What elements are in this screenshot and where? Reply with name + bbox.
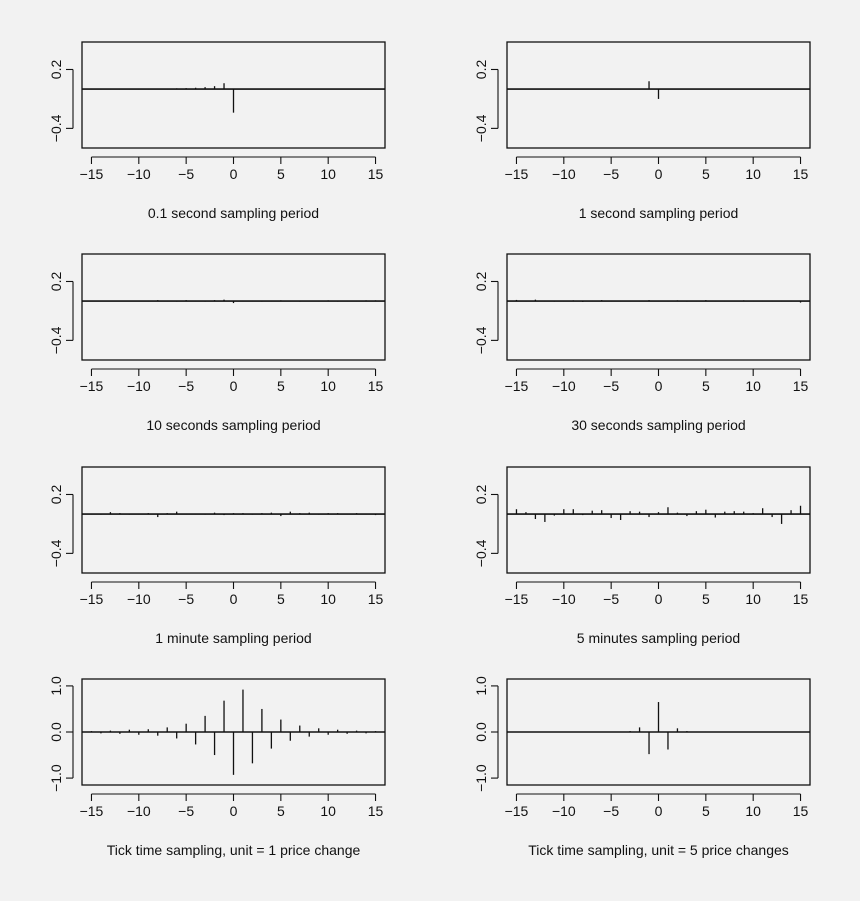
x-tick-label: 10 (745, 803, 761, 819)
x-tick-label: −5 (178, 803, 194, 819)
x-tick-label: −15 (505, 378, 529, 394)
x-tick-label: 10 (745, 591, 761, 607)
x-tick-label: 15 (793, 803, 809, 819)
y-tick-label: 0.2 (473, 272, 489, 292)
panel-3: −15 −10 −5 0 5 10 15 0.2 −0.4 10 seconds sampling… (48, 253, 386, 433)
panel-caption: 1 minute sampling period (155, 630, 311, 646)
x-tick-label: 5 (277, 591, 285, 607)
x-tick-label: 10 (320, 591, 336, 607)
y-tick-label: 0.0 (473, 722, 489, 742)
panel-6: −15 −10 −5 0 5 10 15 0.2 −0.4 5 minutes sampling … (473, 466, 811, 646)
x-tick-label: 5 (702, 803, 710, 819)
x-tick-label: 0 (230, 378, 238, 394)
y-tick-label: −0.4 (48, 326, 64, 354)
x-tick-label: −5 (603, 166, 619, 182)
plot-frame (506, 253, 811, 361)
plot-frame (506, 466, 811, 574)
y-tick-label: −0.4 (473, 114, 489, 142)
y-tick-label: 0.2 (473, 485, 489, 505)
panel-caption: 30 seconds sampling period (571, 417, 745, 433)
x-tick-label: −10 (127, 378, 151, 394)
x-tick-label: −15 (505, 591, 529, 607)
x-tick-label: −10 (552, 803, 576, 819)
x-tick-label: −10 (552, 378, 576, 394)
x-tick-label: −5 (178, 378, 194, 394)
plot-frame (81, 41, 386, 149)
y-tick-label: 0.2 (48, 485, 64, 505)
x-tick-label: −5 (603, 591, 619, 607)
x-tick-label: 5 (277, 803, 285, 819)
y-tick-label: −1.0 (48, 764, 64, 792)
x-tick-label: 15 (368, 166, 384, 182)
x-tick-label: −5 (603, 803, 619, 819)
x-tick-label: 5 (702, 591, 710, 607)
x-tick-label: 5 (702, 166, 710, 182)
x-tick-label: −15 (80, 803, 104, 819)
x-tick-label: −5 (178, 591, 194, 607)
y-tick-label: −1.0 (473, 764, 489, 792)
x-tick-label: −10 (552, 166, 576, 182)
y-tick-label: −0.4 (473, 326, 489, 354)
x-tick-label: −15 (80, 166, 104, 182)
panel-caption: 5 minutes sampling period (577, 630, 740, 646)
y-tick-label: −0.4 (473, 539, 489, 567)
x-tick-label: −10 (127, 803, 151, 819)
panel-4: −15 −10 −5 0 5 10 15 0.2 −0.4 30 seconds sampling… (473, 253, 811, 433)
y-tick-label: 0.2 (48, 60, 64, 80)
panel-8: −15 −10 −5 0 5 10 15 1.0 0.0 −1.0 Tick time sampli… (473, 676, 811, 858)
plot-frame (81, 466, 386, 574)
x-tick-label: 0 (655, 378, 663, 394)
plot-frame (506, 41, 811, 149)
y-tick-label: −0.4 (48, 114, 64, 142)
x-tick-label: −10 (127, 591, 151, 607)
x-tick-label: 15 (368, 378, 384, 394)
x-tick-label: 10 (745, 166, 761, 182)
x-tick-label: 0 (655, 166, 663, 182)
x-tick-label: −5 (603, 378, 619, 394)
panel-7: −15 −10 −5 0 5 10 15 1.0 0.0 −1.0 Tick time sampli… (48, 676, 386, 858)
y-tick-label: 0.2 (48, 272, 64, 292)
y-tick-label: 1.0 (48, 676, 64, 696)
panel-2: −15 −10 −5 0 5 10 15 0.2 −0.4 1 second sampling p… (473, 41, 811, 221)
plot-frame (81, 253, 386, 361)
panel-caption: Tick time sampling, unit = 5 price chang… (528, 842, 789, 858)
panel-5: −15 −10 −5 0 5 10 15 0.2 −0.4 1 minute sampling p… (48, 466, 386, 646)
x-tick-label: 0 (230, 166, 238, 182)
panel-caption: 10 seconds sampling period (146, 417, 320, 433)
x-tick-label: −15 (80, 378, 104, 394)
y-tick-label: 0.2 (473, 60, 489, 80)
panel-caption: 0.1 second sampling period (148, 205, 319, 221)
y-tick-label: 0.0 (48, 722, 64, 742)
x-tick-label: 15 (793, 591, 809, 607)
x-tick-label: 0 (230, 591, 238, 607)
x-tick-label: 0 (230, 803, 238, 819)
x-tick-label: −15 (80, 591, 104, 607)
panel-caption: 1 second sampling period (579, 205, 739, 221)
y-tick-label: −0.4 (48, 539, 64, 567)
y-tick-label: 1.0 (473, 676, 489, 696)
x-tick-label: 15 (368, 591, 384, 607)
x-tick-label: 0 (655, 591, 663, 607)
x-tick-label: 10 (320, 803, 336, 819)
x-tick-label: 0 (655, 803, 663, 819)
panel-1: −15 −10 −5 0 5 10 15 0.2 −0.4 0.1 second sampling… (48, 41, 386, 221)
x-tick-label: 10 (745, 378, 761, 394)
x-tick-label: −10 (127, 166, 151, 182)
x-tick-label: −15 (505, 166, 529, 182)
x-tick-label: 10 (320, 378, 336, 394)
panel-caption: Tick time sampling, unit = 1 price chang… (107, 842, 361, 858)
x-tick-label: 15 (368, 803, 384, 819)
x-tick-label: −10 (552, 591, 576, 607)
x-tick-label: 10 (320, 166, 336, 182)
x-tick-label: −5 (178, 166, 194, 182)
x-tick-label: 5 (277, 378, 285, 394)
x-tick-label: 15 (793, 166, 809, 182)
x-tick-label: 5 (277, 166, 285, 182)
x-tick-label: 5 (702, 378, 710, 394)
x-tick-label: 15 (793, 378, 809, 394)
x-tick-label: −15 (505, 803, 529, 819)
